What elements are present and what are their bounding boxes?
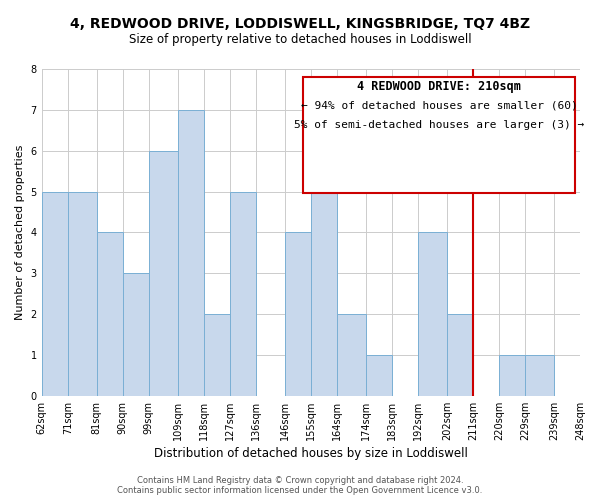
Bar — [337, 314, 366, 396]
X-axis label: Distribution of detached houses by size in Loddiswell: Distribution of detached houses by size … — [154, 447, 468, 460]
Text: ← 94% of detached houses are smaller (60): ← 94% of detached houses are smaller (60… — [301, 100, 577, 110]
Bar — [447, 314, 473, 396]
Text: Contains public sector information licensed under the Open Government Licence v3: Contains public sector information licen… — [118, 486, 482, 495]
Bar — [68, 192, 97, 396]
Text: Size of property relative to detached houses in Loddiswell: Size of property relative to detached ho… — [128, 32, 472, 46]
Bar — [499, 355, 525, 396]
Bar — [149, 150, 178, 396]
Bar — [311, 110, 337, 396]
Bar — [525, 355, 554, 396]
Bar — [418, 232, 447, 396]
FancyBboxPatch shape — [303, 77, 575, 193]
Bar — [41, 192, 68, 396]
Bar — [97, 232, 123, 396]
Text: Contains HM Land Registry data © Crown copyright and database right 2024.: Contains HM Land Registry data © Crown c… — [137, 476, 463, 485]
Text: 5% of semi-detached houses are larger (3) →: 5% of semi-detached houses are larger (3… — [294, 120, 584, 130]
Y-axis label: Number of detached properties: Number of detached properties — [15, 144, 25, 320]
Bar — [178, 110, 204, 396]
Bar — [204, 314, 230, 396]
Bar — [366, 355, 392, 396]
Bar — [230, 192, 256, 396]
Text: 4, REDWOOD DRIVE, LODDISWELL, KINGSBRIDGE, TQ7 4BZ: 4, REDWOOD DRIVE, LODDISWELL, KINGSBRIDG… — [70, 18, 530, 32]
Bar — [123, 274, 149, 396]
Text: 4 REDWOOD DRIVE: 210sqm: 4 REDWOOD DRIVE: 210sqm — [357, 80, 521, 94]
Bar — [285, 232, 311, 396]
Bar — [580, 355, 600, 396]
